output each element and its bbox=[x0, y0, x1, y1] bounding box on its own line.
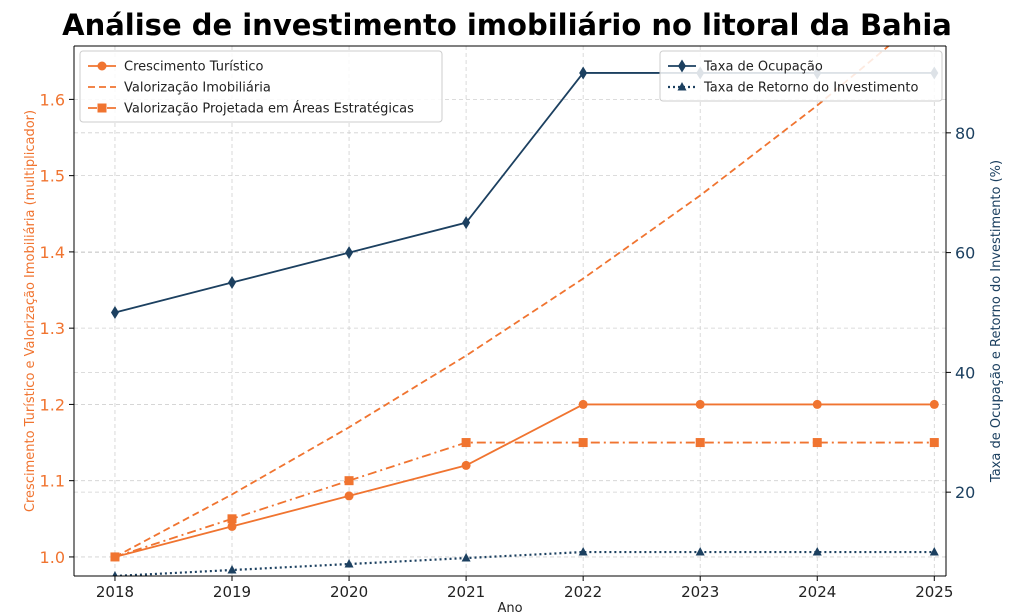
legend-label: Taxa de Retorno do Investimento bbox=[703, 81, 918, 96]
series-left-2 bbox=[110, 438, 939, 562]
data-point bbox=[462, 216, 471, 230]
legend-item: Taxa de Retorno do Investimento bbox=[668, 81, 918, 96]
y-tick-label-right: 80 bbox=[955, 124, 975, 143]
legend-left: Crescimento Turístico Valorização Imobili… bbox=[79, 50, 443, 123]
x-tick-label: 2019 bbox=[213, 583, 251, 601]
x-tick-label: 2020 bbox=[330, 583, 368, 601]
series-line bbox=[114, 403, 935, 558]
data-point bbox=[227, 514, 237, 524]
data-point bbox=[929, 438, 939, 448]
data-point bbox=[461, 460, 471, 470]
series-line bbox=[114, 46, 890, 558]
data-point bbox=[578, 438, 588, 448]
data-point bbox=[579, 66, 588, 80]
series-left-0 bbox=[110, 399, 939, 562]
legend-box bbox=[79, 50, 443, 123]
data-point bbox=[344, 491, 354, 501]
data-point bbox=[812, 399, 822, 409]
axes-layer: 2018 2019 2020 2021 2022 2023 2024 2025 1.0 1.1 1.… bbox=[23, 45, 1004, 616]
series-right-1 bbox=[112, 547, 939, 576]
data-point bbox=[578, 399, 588, 409]
y-axis-label-right: Taxa de Ocupação e Retorno do Investimen… bbox=[989, 160, 1004, 483]
data-point bbox=[344, 559, 354, 568]
legend-marker bbox=[97, 61, 107, 71]
legend-marker bbox=[677, 82, 687, 91]
legend-label: Valorização Imobiliária bbox=[124, 81, 271, 96]
grid-layer bbox=[74, 46, 946, 576]
legend-label: Crescimento Turístico bbox=[124, 60, 264, 75]
x-axis-label: Ano bbox=[497, 601, 522, 616]
data-point bbox=[228, 276, 237, 290]
legend-marker bbox=[97, 103, 107, 113]
data-point bbox=[344, 476, 354, 486]
legend-marker bbox=[678, 59, 686, 73]
data-point bbox=[695, 438, 705, 448]
data-point bbox=[345, 246, 354, 260]
legend-item: Crescimento Turístico bbox=[88, 60, 264, 75]
series-line bbox=[114, 441, 935, 558]
data-point bbox=[461, 553, 471, 562]
series-left-1 bbox=[114, 46, 890, 558]
data-point bbox=[812, 438, 822, 448]
x-tick-label: 2023 bbox=[681, 583, 719, 601]
y-tick-label-left: 1.5 bbox=[40, 167, 65, 186]
series-line bbox=[114, 550, 935, 576]
y-tick-label-left: 1.0 bbox=[40, 548, 65, 567]
legend-item: Taxa de Ocupação bbox=[668, 59, 823, 75]
legend-label: Valorização Projetada em Áreas Estratégi… bbox=[124, 101, 414, 117]
y-tick-label-left: 1.1 bbox=[40, 472, 65, 491]
y-tick-label-right: 40 bbox=[955, 363, 975, 382]
data-point bbox=[695, 399, 705, 409]
legend-box bbox=[659, 50, 943, 102]
y-tick-label-right: 20 bbox=[955, 483, 975, 502]
chart-title: Análise de investimento imobiliário no l… bbox=[62, 8, 952, 42]
data-point bbox=[227, 565, 237, 574]
y-tick-label-left: 1.4 bbox=[40, 243, 65, 262]
legend-item: Valorização Projetada em Áreas Estratégi… bbox=[88, 101, 414, 117]
x-tick-label: 2022 bbox=[564, 583, 602, 601]
data-point bbox=[929, 547, 939, 556]
y-axis-label-left: Crescimento Turístico e Valorização Imob… bbox=[23, 110, 38, 512]
data-point bbox=[929, 399, 939, 409]
x-tick-label: 2021 bbox=[447, 583, 485, 601]
data-point bbox=[578, 547, 588, 556]
y-tick-label-left: 1.3 bbox=[40, 319, 65, 338]
x-tick-label: 2025 bbox=[915, 583, 953, 601]
y-tick-label-left: 1.6 bbox=[40, 90, 65, 109]
y-tick-label-left: 1.2 bbox=[40, 395, 65, 414]
x-tick-label: 2018 bbox=[96, 583, 134, 601]
data-point bbox=[227, 521, 237, 531]
legend-item: Valorização Imobiliária bbox=[88, 81, 271, 96]
data-point bbox=[110, 305, 119, 319]
y-tick-label-right: 60 bbox=[955, 244, 975, 263]
data-point bbox=[110, 552, 120, 562]
data-point bbox=[812, 547, 822, 556]
legend-right: Taxa de Ocupação Taxa de Retorno do Inves… bbox=[659, 50, 943, 102]
x-tick-label: 2024 bbox=[798, 583, 836, 601]
legend-label: Taxa de Ocupação bbox=[703, 60, 823, 75]
data-point bbox=[112, 571, 118, 576]
data-point bbox=[461, 438, 471, 448]
data-point bbox=[695, 547, 705, 556]
